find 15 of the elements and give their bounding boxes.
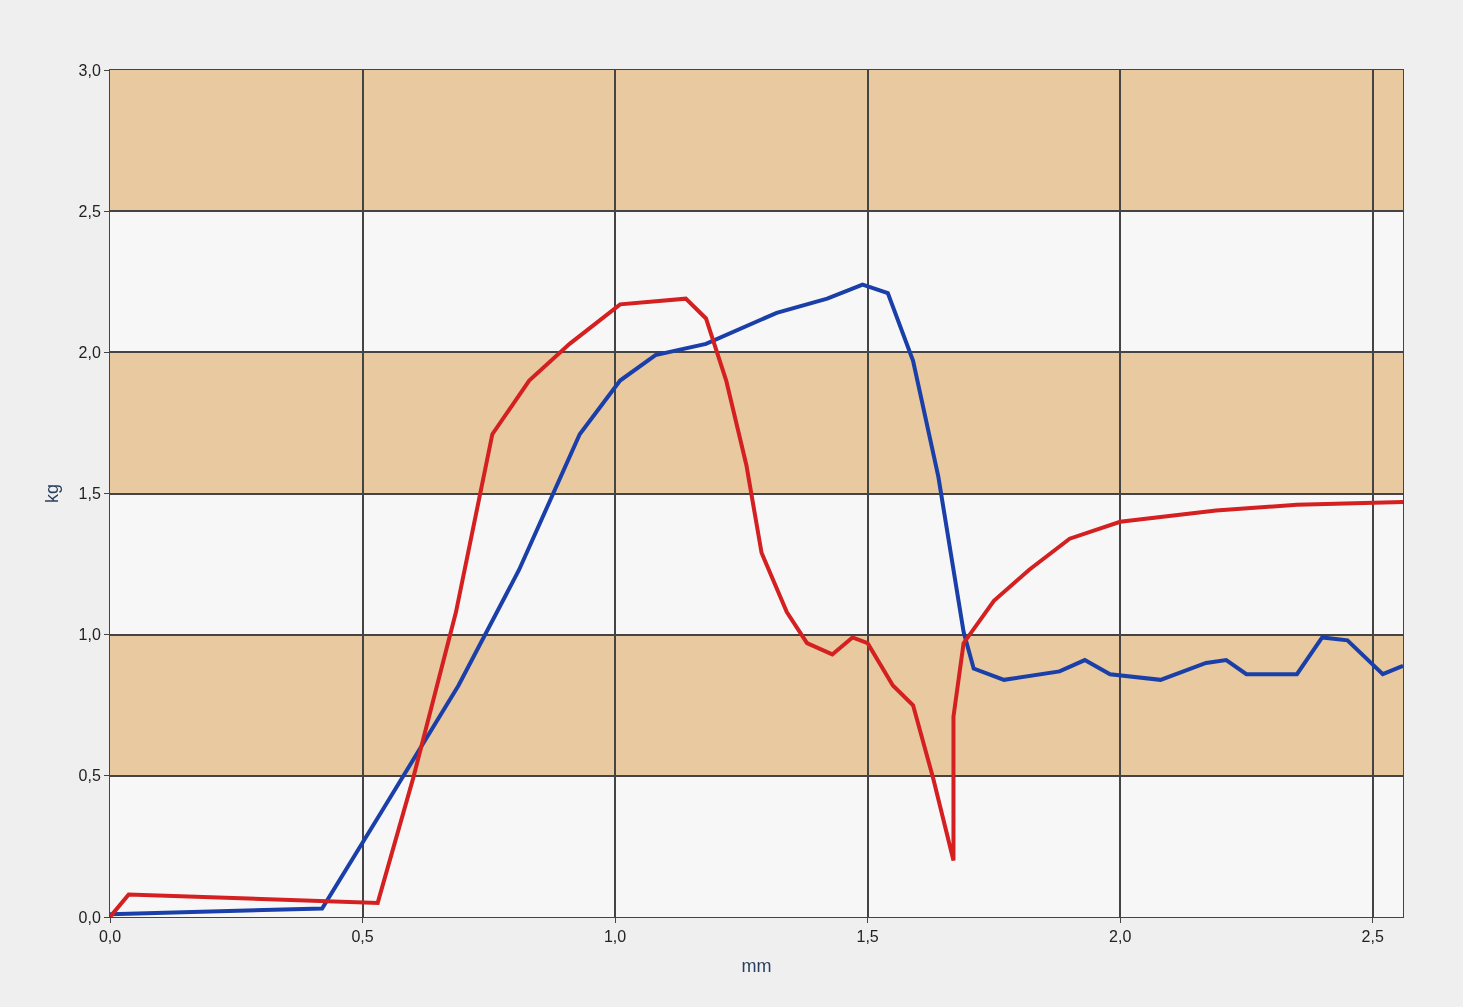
y-tick-label: 3,0 [78,61,101,79]
y-tick-label: 0,0 [78,908,101,926]
x-tick-label: 2,0 [1109,928,1132,946]
y-tick-label: 2,5 [78,202,101,220]
x-tick-label: 0,0 [98,928,122,946]
y-tick-label: 0,5 [78,767,101,785]
y-tick-label: 1,5 [78,485,101,503]
x-tick-label: 1,0 [603,928,627,946]
y-axis-title: kg [41,483,62,504]
x-tick-label: 1,5 [856,928,879,946]
x-tick-label: 0,5 [351,928,374,946]
x-tick-label: 2,5 [1361,928,1384,946]
x-axis-title: mm [741,956,772,977]
y-tick-label: 1,0 [78,626,101,644]
y-tick-label: 2,0 [78,343,101,361]
